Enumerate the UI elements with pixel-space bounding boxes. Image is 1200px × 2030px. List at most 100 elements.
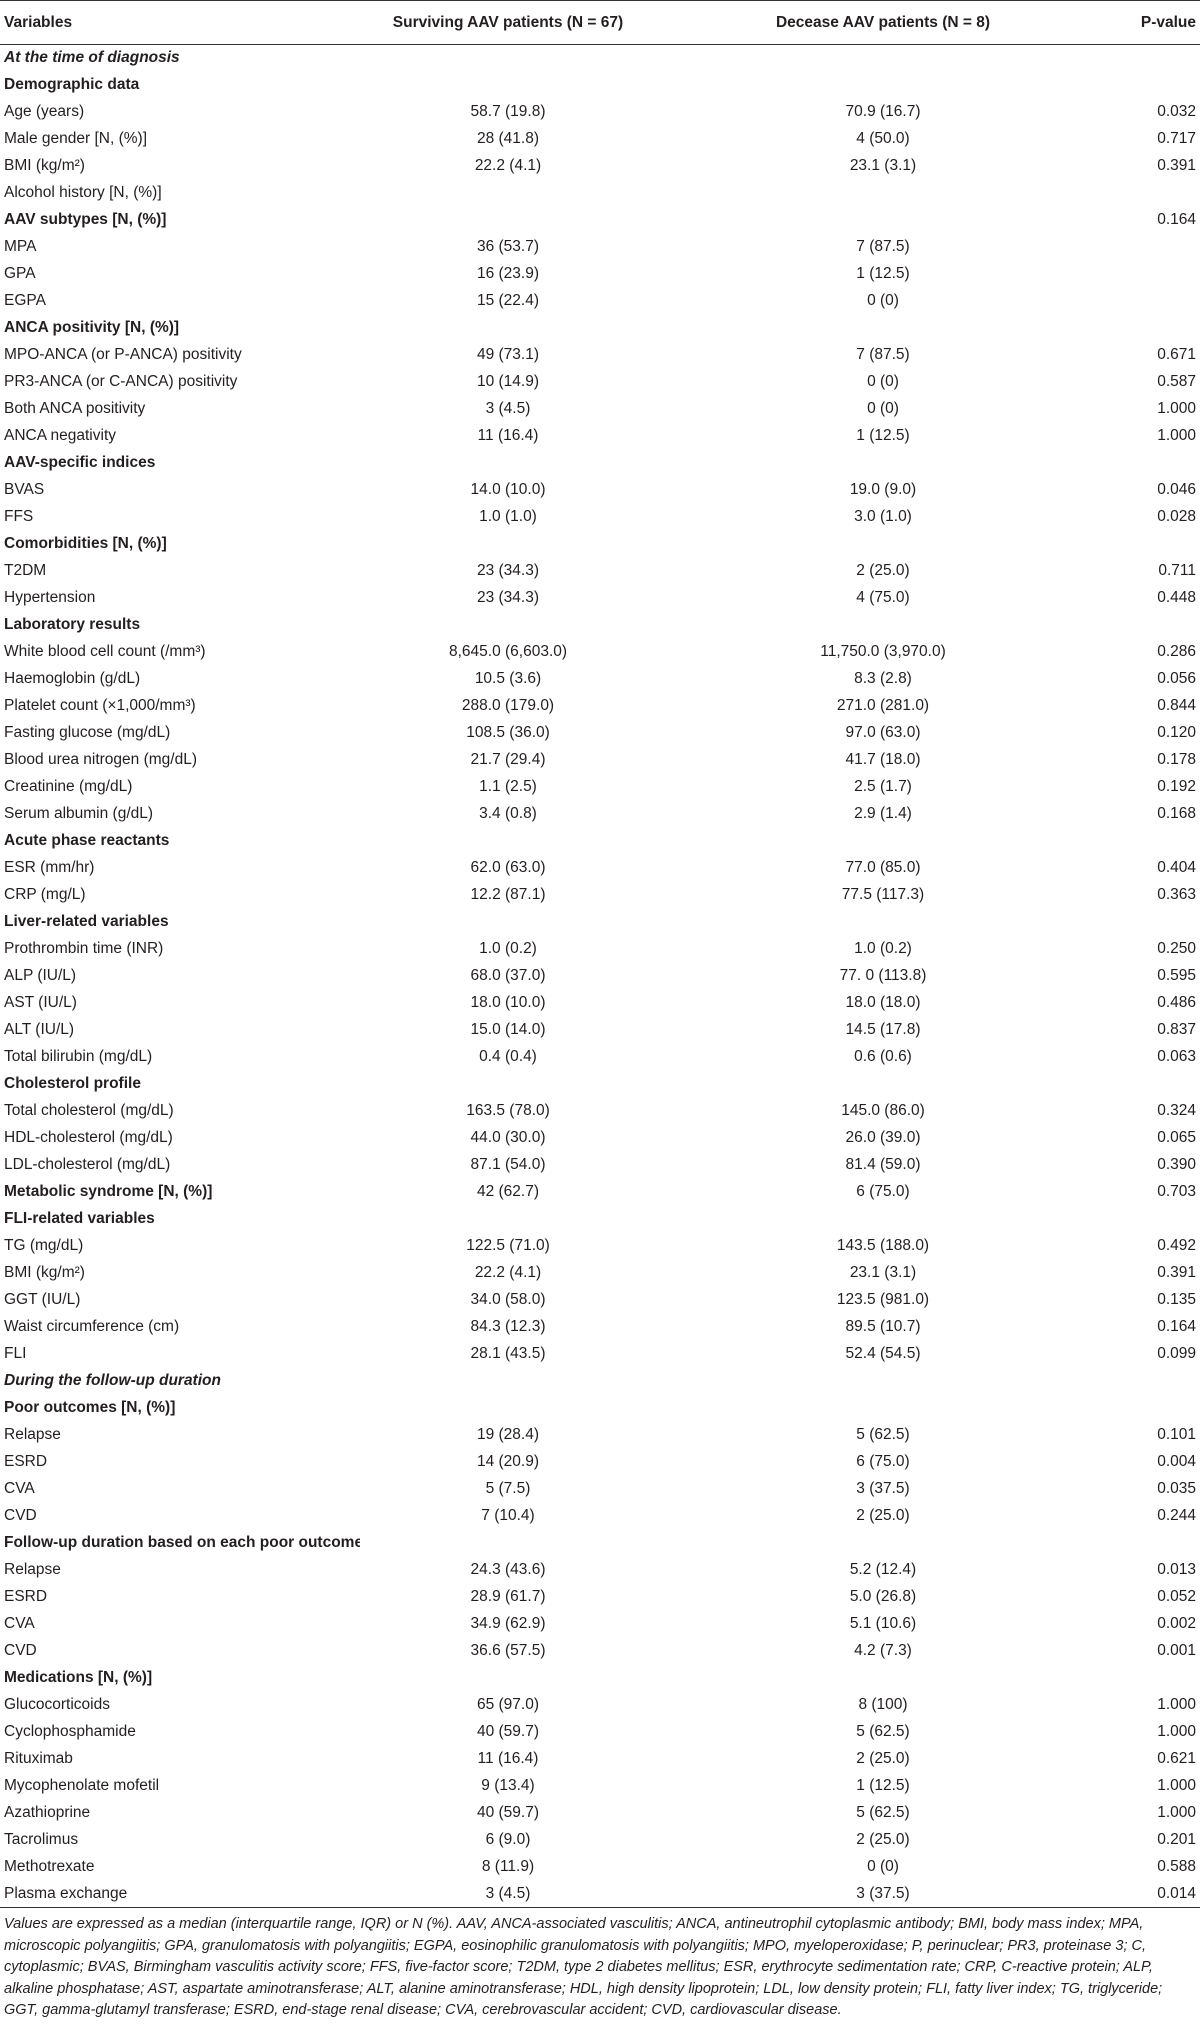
header-cell: P-value <box>1140 13 1196 31</box>
cell: 70.9 (16.7) <box>845 103 921 120</box>
table-row: ESRD 14 (20.9) 6 (75.0) 0.004 <box>0 1449 1200 1476</box>
cell: 2.9 (1.4) <box>854 805 912 822</box>
cell: 123.5 (981.0) <box>836 1291 930 1308</box>
cell: 3 (4.5) <box>485 400 531 417</box>
cell: 0.164 <box>1157 1318 1196 1335</box>
table-row: Mycophenolate mofetil 9 (13.4) 1 (12.5) 1.0… <box>0 1773 1200 1800</box>
footnote: Values are expressed as a median (interq… <box>4 1916 1163 2018</box>
cell: 143.5 (188.0) <box>836 1237 930 1254</box>
table-row: CVD 36.6 (57.5) 4.2 (7.3) 0.001 <box>0 1638 1200 1665</box>
cell: 1.1 (2.5) <box>479 778 537 795</box>
cell: 1.0 (1.0) <box>479 508 537 525</box>
cell <box>656 909 1110 936</box>
row-label: CVA <box>4 1480 35 1497</box>
cell: 163.5 (78.0) <box>466 1102 550 1119</box>
cell: 19.0 (9.0) <box>849 481 917 498</box>
table-row: Medications [N, (%)] <box>0 1665 1200 1692</box>
cell: 1.000 <box>1157 427 1196 444</box>
cell: 11 (16.4) <box>477 427 539 444</box>
cell: 97.0 (63.0) <box>845 724 921 741</box>
cell: 5.2 (12.4) <box>849 1561 917 1578</box>
table-row: EGPA 15 (22.4) 0 (0) <box>0 288 1200 315</box>
table-row: Liver-related variables <box>0 909 1200 936</box>
row-label: FFS <box>4 508 34 525</box>
cell: 2 (25.0) <box>856 1750 910 1767</box>
cell: 22.2 (4.1) <box>474 1264 542 1281</box>
table-row: Prothrombin time (INR) 1.0 (0.2) 1.0 (0.2)… <box>0 936 1200 963</box>
table-row: White blood cell count (/mm³) 8,645.0 (6,… <box>0 639 1200 666</box>
cell: 21.7 (29.4) <box>470 751 546 768</box>
cell: 0.178 <box>1157 751 1196 768</box>
cell: 44.0 (30.0) <box>470 1129 546 1146</box>
cell: 3 (37.5) <box>856 1480 910 1497</box>
cell: 0 (0) <box>867 292 899 309</box>
cell: 28.9 (61.7) <box>470 1588 546 1605</box>
row-label: Medications [N, (%)] <box>4 1669 153 1686</box>
cell: 0.671 <box>1157 346 1196 363</box>
row-label: Liver-related variables <box>4 913 169 930</box>
cell <box>360 531 656 558</box>
cell: 0.013 <box>1157 1561 1196 1578</box>
row-label: Plasma exchange <box>4 1884 128 1902</box>
header-cell: Surviving AAV patients (N = 67) <box>392 13 624 31</box>
cell <box>656 1368 1110 1395</box>
row-label: CVD <box>4 1642 37 1659</box>
cell: 28.1 (43.5) <box>470 1345 546 1362</box>
cell: 0.492 <box>1157 1237 1196 1254</box>
cell: 5 (7.5) <box>485 1480 531 1497</box>
cell: 0.135 <box>1157 1291 1196 1308</box>
cell: 0.448 <box>1157 589 1196 606</box>
cell: 65 (97.0) <box>476 1696 540 1713</box>
cell: 5 (62.5) <box>856 1426 910 1443</box>
cell: 16 (23.9) <box>476 265 540 282</box>
table-row: FLI 28.1 (43.5) 52.4 (54.5) 0.099 <box>0 1341 1200 1368</box>
row-label: Follow-up duration based on each poor ou… <box>4 1534 360 1551</box>
cell: 0.324 <box>1157 1102 1196 1119</box>
table-row: ESR (mm/hr) 62.0 (63.0) 77.0 (85.0) 0.404 <box>0 855 1200 882</box>
row-label: FLI <box>4 1345 27 1362</box>
row-label: Alcohol history [N, (%)] <box>4 184 162 201</box>
table-row: MPO-ANCA (or P-ANCA) positivity 49 (73.1)… <box>0 342 1200 369</box>
cell <box>656 450 1110 477</box>
cell: 0.363 <box>1157 886 1196 903</box>
cell: 0 (0) <box>867 373 899 390</box>
cell: 0.002 <box>1157 1615 1196 1632</box>
cell <box>656 1665 1110 1692</box>
cell: 28 (41.8) <box>476 130 540 147</box>
table-row: Follow-up duration based on each poor ou… <box>0 1530 1200 1557</box>
cell: 34.0 (58.0) <box>470 1291 546 1308</box>
cell: 0.101 <box>1157 1426 1196 1443</box>
row-label: Both ANCA positivity <box>4 400 146 417</box>
row-label: Azathioprine <box>4 1804 91 1821</box>
row-label: Laboratory results <box>4 616 141 633</box>
table-row: ALP (IU/L) 68.0 (37.0) 77. 0 (113.8) 0.595 <box>0 963 1200 990</box>
cell <box>1110 531 1200 558</box>
row-label: ALT (IU/L) <box>4 1021 75 1038</box>
cell: 145.0 (86.0) <box>841 1102 925 1119</box>
row-label: Haemoglobin (g/dL) <box>4 670 141 687</box>
cell <box>360 909 656 936</box>
row-label: AAV subtypes [N, (%)] <box>4 211 167 228</box>
row-label: Blood urea nitrogen (mg/dL) <box>4 751 198 768</box>
cell: 40 (59.7) <box>476 1723 540 1740</box>
cell: 42 (62.7) <box>476 1183 540 1200</box>
row-label: ALP (IU/L) <box>4 967 77 984</box>
cell: 68.0 (37.0) <box>470 967 546 984</box>
cell <box>1110 828 1200 855</box>
cell: 19 (28.4) <box>476 1426 540 1443</box>
cell: 0.201 <box>1157 1831 1196 1848</box>
row-label: HDL-cholesterol (mg/dL) <box>4 1129 173 1146</box>
cell: 34.9 (62.9) <box>470 1615 546 1632</box>
cell <box>360 1395 656 1422</box>
cell <box>360 1206 656 1233</box>
cell: 14.5 (17.8) <box>845 1021 921 1038</box>
cell: 1.0 (0.2) <box>479 940 537 957</box>
table-row: Alcohol history [N, (%)] <box>0 180 1200 207</box>
cell: 77. 0 (113.8) <box>839 967 927 984</box>
cell: 14.0 (10.0) <box>470 481 546 498</box>
table-row: TG (mg/dL) 122.5 (71.0) 143.5 (188.0) 0.492 <box>0 1233 1200 1260</box>
cell: 11,750.0 (3,970.0) <box>820 643 946 660</box>
cell: 0.164 <box>1157 211 1196 228</box>
cell: 0.035 <box>1157 1480 1196 1497</box>
cell: 1.000 <box>1157 1804 1196 1821</box>
